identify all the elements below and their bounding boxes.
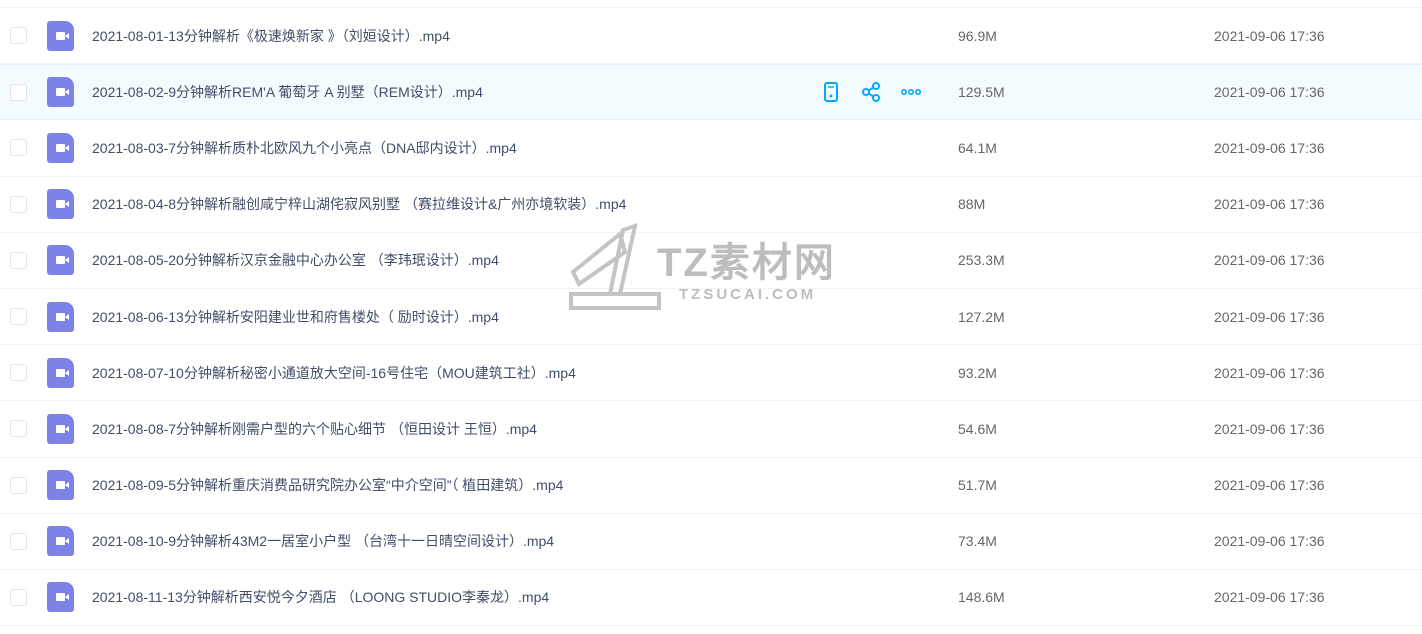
file-date: 2021-09-06 17:36	[1214, 27, 1325, 44]
video-file-icon	[47, 301, 74, 332]
more-icon[interactable]	[900, 81, 922, 103]
file-row[interactable]: 2021-08-01-13分钟解析《极速焕新家 》（刘姮设计）.mp4 96.9M…	[0, 8, 1422, 65]
file-date: 2021-09-06 17:36	[1214, 533, 1325, 550]
file-size: 64.1M	[958, 139, 997, 156]
video-file-icon	[47, 20, 74, 51]
file-row[interactable]: 2021-08-09-5分钟解析重庆消费品研究院办公室“中介空间”（ 植田建筑）…	[0, 458, 1422, 514]
file-name[interactable]: 2021-08-04-8分钟解析融创咸宁梓山湖侘寂风别墅 （赛拉维设计&广州亦境…	[92, 196, 627, 213]
video-file-icon	[47, 582, 74, 613]
file-date: 2021-09-06 17:36	[1214, 139, 1325, 156]
file-size: 129.5M	[958, 84, 1005, 101]
file-name[interactable]: 2021-08-08-7分钟解析刚需户型的六个贴心细节 （恒田设计 王恒）.mp…	[92, 420, 537, 437]
file-date: 2021-09-06 17:36	[1214, 364, 1325, 381]
video-file-icon	[47, 77, 74, 108]
video-file-icon	[47, 132, 74, 163]
file-row[interactable]: 2021-08-07-10分钟解析秘密小通道放大空间-16号住宅（MOU建筑工社…	[0, 345, 1422, 402]
file-size: 96.9M	[958, 27, 997, 44]
phone-icon[interactable]	[820, 81, 842, 103]
file-date: 2021-09-06 17:36	[1214, 84, 1325, 101]
file-size: 253.3M	[958, 252, 1005, 269]
file-name[interactable]: 2021-08-06-13分钟解析安阳建业世和府售楼处（ 励时设计）.mp4	[92, 308, 499, 325]
share-icon[interactable]	[860, 81, 882, 103]
file-name[interactable]: 2021-08-09-5分钟解析重庆消费品研究院办公室“中介空间”（ 植田建筑）…	[92, 477, 564, 494]
file-name[interactable]: 2021-08-02-9分钟解析REM'A 葡萄牙 A 别墅（REM设计）.mp…	[92, 84, 483, 101]
row-checkbox[interactable]	[10, 139, 27, 157]
file-date: 2021-09-06 17:36	[1214, 196, 1325, 213]
file-name[interactable]: 2021-08-11-13分钟解析西安悦今夕酒店 （LOONG STUDIO李秦…	[92, 589, 550, 606]
file-size: 93.2M	[958, 364, 997, 381]
file-size: 127.2M	[958, 308, 1005, 325]
file-name[interactable]: 2021-08-01-13分钟解析《极速焕新家 》（刘姮设计）.mp4	[92, 27, 450, 44]
file-size: 148.6M	[958, 589, 1005, 606]
file-row[interactable]: 2021-08-05-20分钟解析汉京金融中心办公室 （李玮珉设计）.mp4 25…	[0, 233, 1422, 289]
file-date: 2021-09-06 17:36	[1214, 589, 1325, 606]
video-file-icon	[47, 526, 74, 557]
file-date: 2021-09-06 17:36	[1214, 420, 1325, 437]
video-file-icon	[47, 189, 74, 220]
row-checkbox[interactable]	[10, 83, 27, 101]
file-name[interactable]: 2021-08-10-9分钟解析43M2一居室小户型 （台湾十一日晴空间设计）.…	[92, 533, 555, 550]
video-file-icon	[47, 357, 74, 388]
row-checkbox[interactable]	[10, 364, 27, 382]
file-list: 2021-08-01-13分钟解析《极速焕新家 》（刘姮设计）.mp4 96.9M…	[0, 7, 1422, 627]
file-size: 88M	[958, 196, 986, 213]
row-checkbox[interactable]	[10, 420, 27, 438]
row-checkbox[interactable]	[10, 532, 27, 550]
file-size: 73.4M	[958, 533, 997, 550]
file-row[interactable]: 2021-08-08-7分钟解析刚需户型的六个贴心细节 （恒田设计 王恒）.mp…	[0, 401, 1422, 458]
file-row[interactable]: 2021-08-02-9分钟解析REM'A 葡萄牙 A 别墅（REM设计）.mp…	[0, 64, 1422, 121]
file-size: 51.7M	[958, 477, 997, 494]
row-checkbox[interactable]	[10, 308, 27, 326]
row-checkbox[interactable]	[10, 27, 27, 45]
file-row[interactable]: 2021-08-11-13分钟解析西安悦今夕酒店 （LOONG STUDIO李秦…	[0, 570, 1422, 627]
row-checkbox[interactable]	[10, 476, 27, 494]
row-checkbox[interactable]	[10, 251, 27, 269]
file-name[interactable]: 2021-08-05-20分钟解析汉京金融中心办公室 （李玮珉设计）.mp4	[92, 252, 499, 269]
file-name[interactable]: 2021-08-07-10分钟解析秘密小通道放大空间-16号住宅（MOU建筑工社…	[92, 364, 576, 381]
row-checkbox[interactable]	[10, 195, 27, 213]
file-date: 2021-09-06 17:36	[1214, 308, 1325, 325]
file-size: 54.6M	[958, 420, 997, 437]
video-file-icon	[47, 245, 74, 276]
video-file-icon	[47, 470, 74, 501]
file-row[interactable]: 2021-08-04-8分钟解析融创咸宁梓山湖侘寂风别墅 （赛拉维设计&广州亦境…	[0, 177, 1422, 233]
file-row[interactable]: 2021-08-06-13分钟解析安阳建业世和府售楼处（ 励时设计）.mp4 12…	[0, 289, 1422, 346]
file-name[interactable]: 2021-08-03-7分钟解析质朴北欧风九个小亮点（DNA邸内设计）.mp4	[92, 139, 517, 156]
file-date: 2021-09-06 17:36	[1214, 252, 1325, 269]
file-row[interactable]: 2021-08-03-7分钟解析质朴北欧风九个小亮点（DNA邸内设计）.mp4 6…	[0, 120, 1422, 177]
row-actions	[820, 81, 922, 103]
file-row[interactable]: 2021-08-10-9分钟解析43M2一居室小户型 （台湾十一日晴空间设计）.…	[0, 514, 1422, 570]
video-file-icon	[47, 413, 74, 444]
file-date: 2021-09-06 17:36	[1214, 477, 1325, 494]
row-checkbox[interactable]	[10, 588, 27, 606]
